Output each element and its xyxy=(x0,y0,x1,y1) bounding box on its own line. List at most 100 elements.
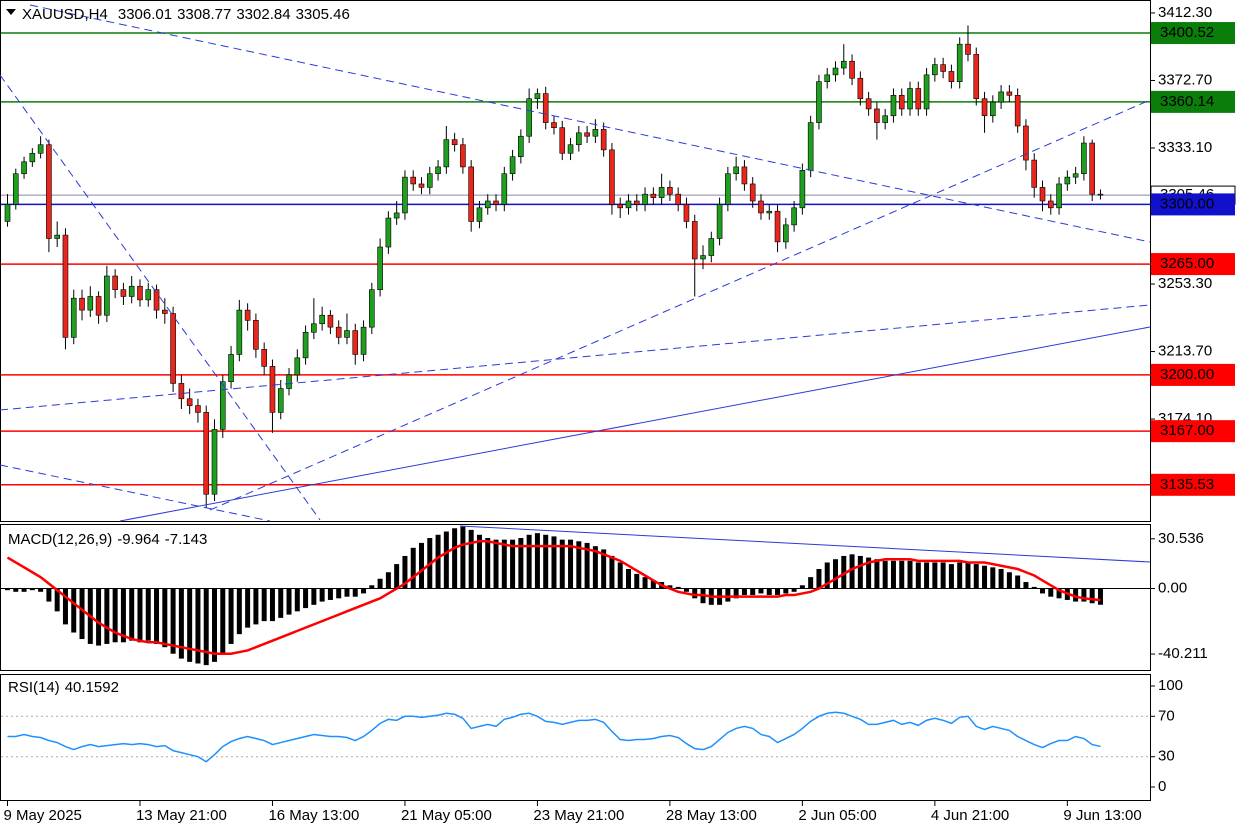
macd-bar xyxy=(410,547,416,589)
rsi-tick-label: 100 xyxy=(1158,677,1183,694)
macd-bar xyxy=(725,588,731,602)
candle-body xyxy=(186,398,193,406)
candle-body xyxy=(79,297,85,311)
candle-body xyxy=(874,108,880,123)
close: 3305.46 xyxy=(296,6,350,23)
candle-body xyxy=(21,161,27,175)
candle-body xyxy=(708,238,715,256)
candle-body xyxy=(451,139,458,146)
macd-bar xyxy=(534,533,540,589)
macd-bar xyxy=(626,568,631,589)
trendlines xyxy=(0,4,1151,563)
menu-arrow[interactable] xyxy=(6,9,16,15)
candle-body xyxy=(410,176,417,185)
level-label-box xyxy=(1151,473,1235,496)
candle-body xyxy=(162,309,168,314)
candle-body xyxy=(1006,91,1013,96)
macd-bar xyxy=(683,588,689,592)
macd-bar xyxy=(129,588,135,641)
macd-bar xyxy=(741,588,747,596)
level-label: 3265.00 xyxy=(1160,255,1214,272)
macd-bar xyxy=(576,541,582,589)
candle-body xyxy=(1072,173,1079,178)
candle-body xyxy=(195,405,201,413)
candle-body xyxy=(54,234,60,239)
candle-body xyxy=(104,275,110,316)
macd-name: MACD(12,26,9) xyxy=(8,531,112,548)
x-tick-label: 2 Jun 05:00 xyxy=(798,807,876,824)
candle-body xyxy=(857,77,864,100)
candle-body xyxy=(70,297,77,338)
macd-bar xyxy=(261,588,267,622)
macd-bar xyxy=(13,588,19,592)
candle-body xyxy=(87,296,94,311)
macd-bar xyxy=(162,588,168,648)
macd-tick-label: -40.211 xyxy=(1158,645,1208,662)
candle-body xyxy=(244,309,251,321)
candle-body xyxy=(145,289,152,301)
y-tick-label: 3412.30 xyxy=(1158,4,1212,21)
macd-bar xyxy=(402,555,408,589)
candle-body xyxy=(335,326,342,338)
candle-body xyxy=(849,60,855,79)
rsi-name: RSI(14) xyxy=(8,679,60,696)
macd-bar xyxy=(675,586,681,589)
level-label: 3200.00 xyxy=(1160,366,1214,383)
macd-signal xyxy=(6,540,1101,655)
macd-bar xyxy=(601,549,607,589)
y-tick-label: 3213.70 xyxy=(1158,343,1212,360)
candle-body xyxy=(840,60,847,69)
macd-bar xyxy=(170,588,176,654)
candle-body xyxy=(633,200,640,205)
macd-bar xyxy=(286,588,292,615)
y-tick-label: 3372.70 xyxy=(1158,71,1212,88)
macd-bar xyxy=(178,588,184,659)
macd-bar xyxy=(62,588,68,625)
candle-body xyxy=(327,314,334,328)
high: 3308.77 xyxy=(177,6,231,23)
macd-bar xyxy=(212,588,217,662)
chart-title: XAUUSD,H4 3306.01 3308.77 3302.84 3305.46 xyxy=(22,6,350,23)
candle-body xyxy=(658,187,665,198)
trendline xyxy=(119,326,1151,522)
candle-body xyxy=(584,132,590,137)
candle-body xyxy=(170,313,176,384)
macd-bar xyxy=(145,588,151,641)
macd-bar xyxy=(71,588,77,633)
macd-bar xyxy=(857,555,863,589)
open: 3306.01 xyxy=(118,6,172,23)
macd-bar xyxy=(203,588,209,666)
macd-bar xyxy=(526,534,532,589)
macd-bar xyxy=(965,562,971,589)
macd-bar xyxy=(303,588,309,609)
macd-bar xyxy=(253,588,259,625)
level-label-box xyxy=(1151,22,1235,45)
candle-body xyxy=(791,207,797,226)
candle-body xyxy=(228,354,234,383)
macd-bar xyxy=(112,588,118,643)
macd-bar xyxy=(609,555,615,589)
macd-bar xyxy=(617,562,623,589)
macd-bar xyxy=(783,588,789,594)
candle-body xyxy=(46,144,52,239)
candle-body xyxy=(915,88,922,110)
macd-bar xyxy=(21,588,27,592)
macd-bar xyxy=(568,539,574,589)
x-tick-label: 23 May 21:00 xyxy=(533,807,624,824)
macd-bar xyxy=(915,562,921,589)
macd-bar xyxy=(833,559,838,589)
level-label-box xyxy=(1151,253,1235,276)
candle-body xyxy=(1097,193,1104,196)
rsi-tick-label: 30 xyxy=(1158,748,1175,765)
x-tick-label: 13 May 21:00 xyxy=(136,807,227,824)
candle-body xyxy=(898,95,905,110)
candle-body xyxy=(965,43,971,55)
candle-body xyxy=(932,64,938,76)
macd-bar xyxy=(29,588,35,591)
macd-bar xyxy=(932,562,938,589)
macd-bar xyxy=(120,588,126,643)
candle-body xyxy=(360,326,367,355)
candle-body xyxy=(816,81,822,123)
macd-bar xyxy=(957,562,963,589)
